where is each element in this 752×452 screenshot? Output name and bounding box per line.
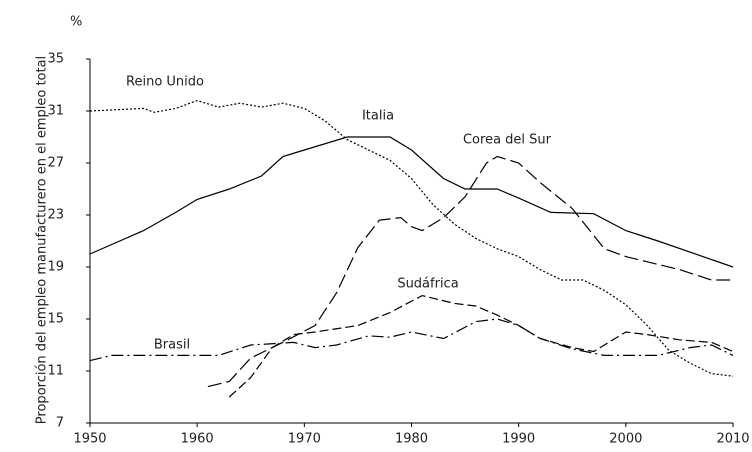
y-tick-label: 35 <box>47 52 64 67</box>
x-tick-label: 1960 <box>181 432 214 447</box>
x-tick-label: 1980 <box>395 432 428 447</box>
y-tick-label: 19 <box>47 260 64 275</box>
series-label: Sudáfrica <box>397 277 458 292</box>
y-tick-label: 15 <box>47 312 64 327</box>
series-line <box>89 318 734 362</box>
series-line <box>89 136 734 268</box>
y-tick-label: 23 <box>47 208 64 223</box>
y-tick-label: 27 <box>47 156 64 171</box>
x-tick-label: 1970 <box>288 432 321 447</box>
series-line <box>207 155 733 388</box>
x-tick-label: 2010 <box>716 432 749 447</box>
y-axis-label: Proporción del empleo manufacturero en e… <box>35 56 50 424</box>
y-tick-label: 31 <box>47 104 64 119</box>
x-tick-label: 1950 <box>73 432 106 447</box>
x-tick-label: 1990 <box>502 432 535 447</box>
series-line <box>89 99 734 377</box>
series-label: Italia <box>362 109 394 124</box>
y-tick-label: 11 <box>47 364 64 379</box>
x-tick-label: 2000 <box>609 432 642 447</box>
series-label: Corea del Sur <box>463 133 552 148</box>
series-label: Brasil <box>154 338 190 353</box>
series-label: Reino Unido <box>126 75 204 90</box>
unit-label: % <box>70 15 82 30</box>
y-tick-label: 7 <box>56 416 64 431</box>
series-line <box>228 294 734 398</box>
